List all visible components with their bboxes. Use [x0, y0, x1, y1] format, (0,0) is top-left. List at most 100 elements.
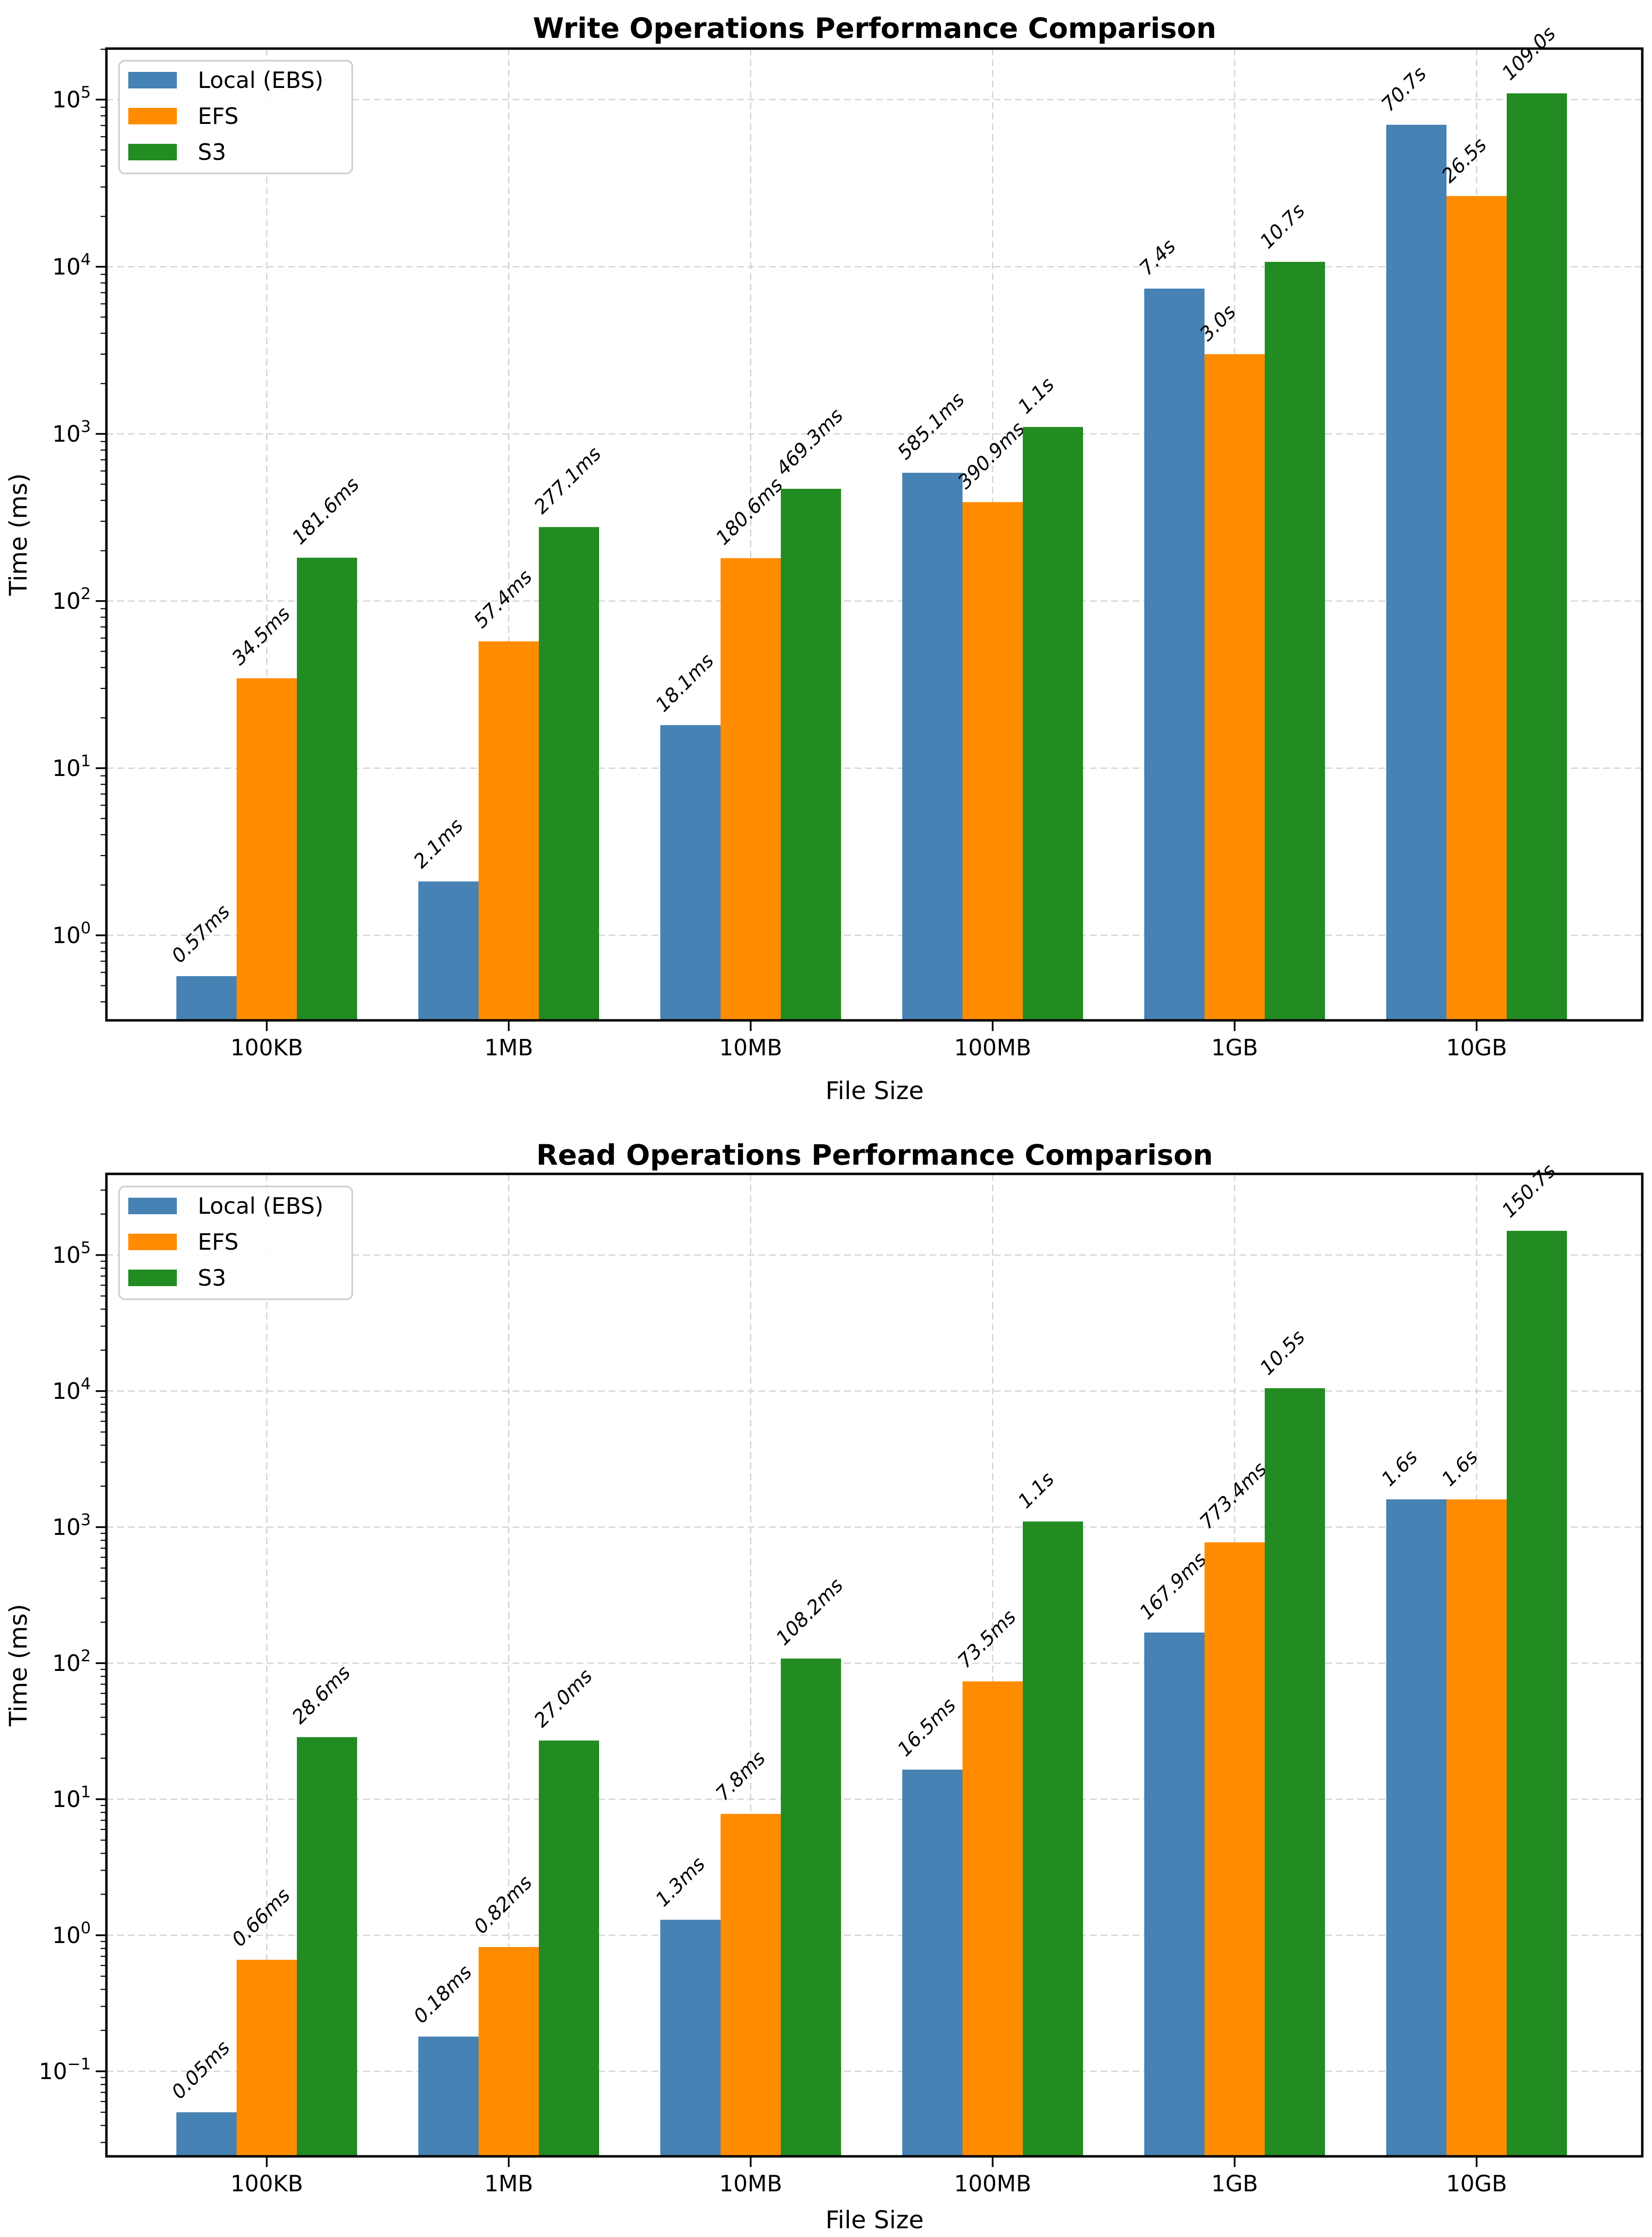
y-tick-label: 10−1 — [39, 2054, 91, 2084]
bar-local-ebs-1gb — [1144, 288, 1205, 1020]
bar-value-label: 1.6s — [1438, 1446, 1482, 1491]
bar-value-label: 1.1s — [1014, 1468, 1059, 1513]
bar-efs-10mb — [721, 1814, 781, 2156]
y-axis-label: Time (ms) — [4, 473, 33, 596]
bar-value-label: 469.3ms — [772, 404, 848, 480]
bar-value-label: 57.4ms — [470, 566, 537, 633]
bar-s3-10gb — [1507, 1231, 1567, 2156]
legend-swatch-efs — [128, 108, 177, 124]
bar-efs-100mb — [963, 502, 1023, 1020]
x-tick-label: 1GB — [1211, 2170, 1258, 2197]
bar-value-label: 18.1ms — [652, 650, 719, 717]
bar-s3-100mb — [1023, 1521, 1083, 2156]
bar-s3-1gb — [1265, 1388, 1325, 2156]
bar-value-label: 180.6ms — [712, 474, 788, 550]
bar-value-label: 1.3ms — [652, 1853, 710, 1911]
y-tick-label: 103 — [52, 1510, 91, 1540]
bar-s3-1mb — [539, 527, 599, 1020]
bar-efs-10mb — [721, 558, 781, 1020]
bar-value-label: 167.9ms — [1136, 1548, 1211, 1624]
bar-value-label: 0.05ms — [168, 2037, 235, 2104]
bar-efs-10gb — [1446, 1499, 1507, 2156]
bar-efs-100kb — [237, 678, 297, 1020]
plot-area: 0.05ms 0.18ms 1.3ms 16.5ms 167.9ms 1.6s 0.66ms… — [39, 1160, 1644, 2197]
bar-value-label: 1.6s — [1377, 1446, 1422, 1491]
bar-local-ebs-1gb — [1144, 1632, 1205, 2156]
x-tick-label: 100KB — [230, 2170, 303, 2197]
x-tick-label: 10GB — [1446, 2170, 1507, 2197]
bar-value-label: 0.66ms — [228, 1884, 295, 1951]
bar-value-label: 277.1ms — [530, 443, 606, 518]
plot-area: 0.57ms 2.1ms 18.1ms 585.1ms 7.4s 70.7s 34.5ms 5… — [52, 22, 1644, 1061]
x-tick-label: 1GB — [1211, 1034, 1258, 1061]
legend-swatch-local-ebs — [128, 1198, 177, 1214]
y-tick-label: 101 — [52, 1782, 91, 1812]
y-tick-label: 105 — [52, 83, 91, 113]
bar-value-label: 2.1ms — [410, 814, 468, 873]
bar-value-label: 150.7s — [1498, 1160, 1560, 1222]
legend-label: EFS — [198, 1229, 239, 1255]
x-tick-label: 10GB — [1446, 1034, 1507, 1061]
y-axis-label: Time (ms) — [4, 1604, 33, 1727]
y-tick-label: 100 — [52, 918, 91, 948]
axes-spines — [105, 47, 1644, 1022]
x-tick-label: 10MB — [719, 2170, 782, 2197]
bar-efs-100mb — [963, 1681, 1023, 2156]
legend-label: Local (EBS) — [198, 67, 324, 93]
bar-value-label: 0.82ms — [470, 1871, 537, 1938]
y-tick-label: 104 — [52, 250, 91, 280]
bar-value-label: 773.4ms — [1196, 1458, 1272, 1534]
write-operations-chart: Write Operations Performance Comparison … — [4, 12, 1644, 1105]
x-axis-label: File Size — [826, 1077, 924, 1105]
y-tick-label: 102 — [52, 584, 91, 614]
x-tick-label: 100MB — [954, 1034, 1031, 1061]
legend-label: S3 — [198, 1265, 226, 1291]
bar-value-label: 0.18ms — [410, 1961, 477, 2028]
bar-value-label: 585.1ms — [894, 388, 969, 464]
legend-swatch-s3 — [128, 1270, 177, 1286]
y-tick-label: 105 — [52, 1238, 91, 1268]
bar-value-label: 10.7s — [1256, 200, 1309, 253]
y-tick-label: 104 — [52, 1374, 91, 1404]
legend: Local (EBS) EFS S3 — [118, 60, 353, 174]
legend-swatch-s3 — [128, 144, 177, 160]
legend-box — [118, 60, 353, 174]
bar-s3-100mb — [1023, 427, 1083, 1020]
y-tick-label: 102 — [52, 1646, 91, 1676]
bar-local-ebs-10gb — [1386, 1499, 1446, 2156]
x-tick-label: 100KB — [230, 1034, 303, 1061]
legend-box — [118, 1186, 353, 1300]
bar-s3-10gb — [1507, 93, 1567, 1021]
bar-value-label: 7.4s — [1136, 235, 1180, 280]
bar-local-ebs-100kb — [176, 976, 237, 1020]
bar-value-label: 10.5s — [1256, 1326, 1309, 1379]
legend-swatch-local-ebs — [128, 72, 177, 88]
bar-s3-10mb — [781, 1658, 841, 2156]
chart-title: Read Operations Performance Comparison — [536, 1138, 1213, 1171]
legend-label: Local (EBS) — [198, 1193, 324, 1219]
y-tick-label: 101 — [52, 751, 91, 781]
bar-local-ebs-10mb — [660, 725, 721, 1020]
bar-s3-1mb — [539, 1740, 599, 2156]
legend-swatch-efs — [128, 1234, 177, 1250]
x-tick-label: 1MB — [484, 2170, 533, 2197]
bar-efs-10gb — [1446, 196, 1507, 1020]
y-tick-label: 103 — [52, 417, 91, 447]
legend-label: EFS — [198, 103, 239, 129]
bar-local-ebs-100mb — [902, 1770, 963, 2156]
bar-local-ebs-1mb — [418, 2036, 479, 2156]
bar-value-label: 16.5ms — [894, 1694, 961, 1761]
bar-efs-1mb — [479, 641, 539, 1020]
bar-s3-10mb — [781, 489, 841, 1020]
bar-value-label: 1.1s — [1014, 374, 1059, 418]
bar-local-ebs-100kb — [176, 2112, 237, 2156]
bar-value-label: 181.6ms — [288, 473, 364, 549]
read-operations-chart: Read Operations Performance Comparison T… — [4, 1138, 1644, 2234]
y-tick-label: 100 — [52, 1918, 91, 1948]
bar-value-label: 27.0ms — [530, 1665, 597, 1732]
x-tick-label: 10MB — [719, 1034, 782, 1061]
bar-s3-100kb — [297, 1737, 357, 2156]
bar-local-ebs-10gb — [1386, 124, 1446, 1021]
chart-title: Write Operations Performance Comparison — [533, 12, 1217, 45]
